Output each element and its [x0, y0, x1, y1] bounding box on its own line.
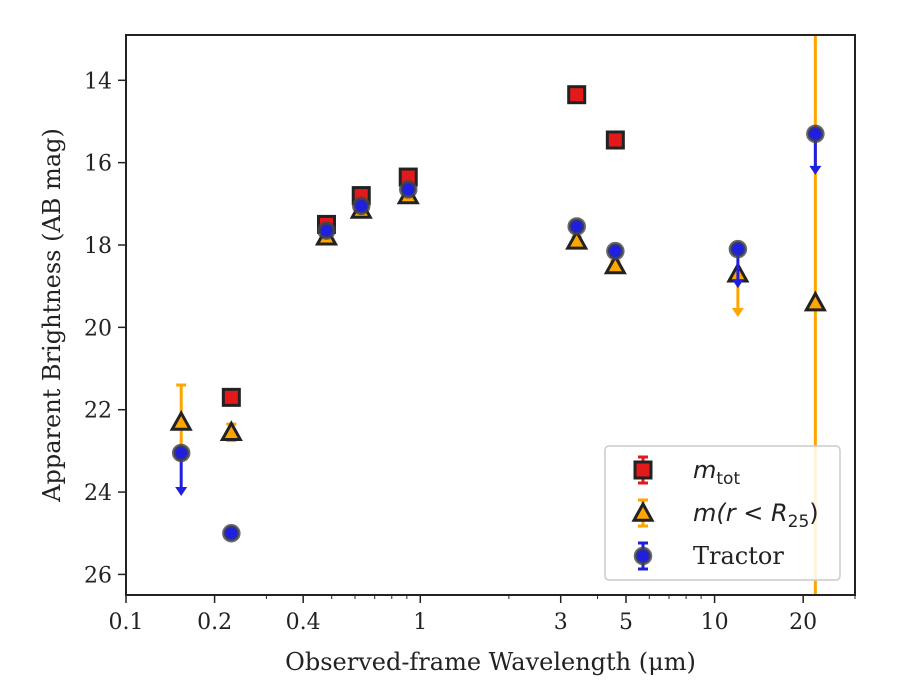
plot-frame: [125, 34, 856, 596]
upper-limit-arrow: [731, 279, 744, 289]
data-point-square: [221, 387, 241, 407]
y-tick-label: 16: [84, 152, 112, 177]
data-point-triangle: [803, 290, 827, 312]
data-point-triangle: [169, 409, 193, 431]
legend-label: mtot: [693, 456, 740, 489]
data-point-circle: [728, 239, 748, 259]
x-tick-label: 0.1: [109, 610, 144, 635]
x-tick-label: 0.4: [286, 610, 321, 635]
data-point-circle: [806, 124, 825, 144]
legend-label: Tractor: [693, 542, 784, 570]
x-tick-label: 3: [554, 610, 568, 635]
x-tick-label: 0.2: [197, 610, 232, 635]
data-point-square: [605, 130, 625, 150]
upper-limit-arrow: [809, 165, 822, 175]
upper-limit-arrow: [175, 487, 188, 497]
legend-marker-triangle: [631, 500, 655, 522]
legend-box: [604, 445, 841, 581]
legend-marker-square: [633, 460, 653, 480]
data-point-circle: [222, 523, 241, 543]
axes-layer: 0.1 0.2 0.4 1 3 5 10 20 14 16 18 20 22 24 26: [84, 69, 856, 635]
x-tick-label: 1: [413, 610, 427, 635]
series-circle: [171, 124, 825, 543]
series-triangle: [169, 35, 827, 595]
y-tick-label: 26: [84, 563, 112, 588]
data-point-circle: [567, 217, 586, 236]
data-point-circle: [606, 241, 625, 261]
data-point-circle: [351, 196, 371, 216]
series-square: [221, 85, 625, 407]
y-tick-label: 20: [84, 316, 112, 341]
y-axis-label: Apparent Brightness (AB mag): [38, 128, 66, 503]
y-tick-label: 18: [84, 234, 112, 259]
data-point-square: [567, 85, 587, 105]
data-point-triangle: [565, 228, 589, 250]
y-tick-label: 14: [84, 69, 112, 94]
data-point-triangle: [603, 253, 627, 275]
data-layer: [169, 35, 827, 595]
legend-marker-circle: [633, 546, 653, 566]
x-tick-label: 10: [701, 610, 729, 635]
legend-label: m(r < R25): [693, 499, 819, 532]
data-point-circle: [398, 180, 418, 199]
y-tick-label: 22: [84, 399, 112, 424]
x-axis-label: Observed-frame Wavelength (μm): [285, 648, 696, 676]
data-point-triangle: [219, 420, 243, 442]
data-point-circle: [171, 443, 191, 463]
data-point-circle: [317, 221, 336, 240]
legend: mtot m(r < R25) Tractor: [604, 445, 841, 581]
upper-limit-arrow: [731, 307, 744, 317]
x-tick-label: 20: [789, 610, 817, 635]
y-tick-label: 24: [84, 481, 112, 506]
x-tick-label: 5: [619, 610, 633, 635]
